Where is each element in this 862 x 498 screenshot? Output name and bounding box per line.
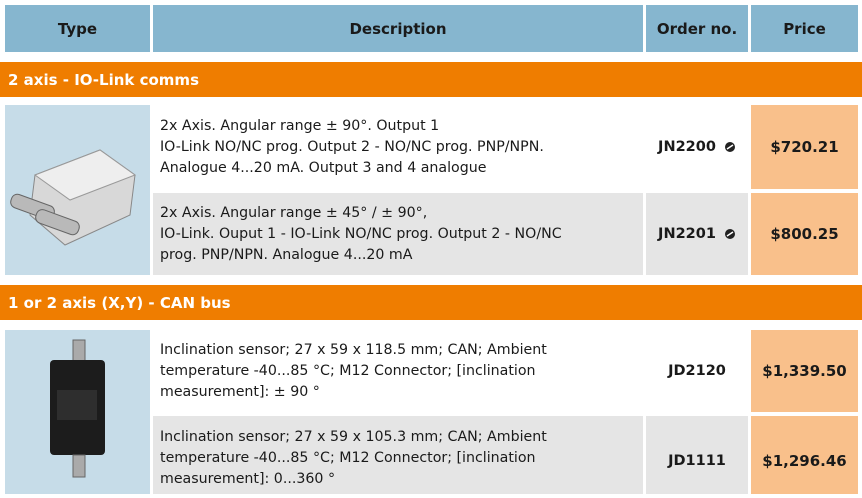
icon [724,142,735,152]
description-line: Inclination sensor; 27 x 59 x 118.5 mm; … [160,341,547,358]
description-line: measurement]: ± 90 ° [160,383,320,400]
description-line: temperature -40...85 °C; M12 Connector; … [160,362,536,379]
header-cell: Description [153,5,643,52]
description-line: Inclination sensor; 27 x 59 x 105.3 mm; … [160,428,547,445]
description-line: IO-Link NO/NC prog. Output 2 - NO/NC pro… [160,138,544,155]
order-cell: JD1111 [646,416,748,494]
description: 2x Axis. Angular range ± 90°. Output 1 I… [153,105,643,189]
price: $1,339.50 [751,330,858,412]
description-line: temperature -40...85 °C; M12 Connector; … [160,449,536,466]
description: Inclination sensor; 27 x 59 x 118.5 mm; … [153,330,643,412]
order-number: JN2200 [658,139,716,155]
header-cell: Type [5,5,150,52]
order-number: JD2120 [668,363,726,379]
price: $1,296.46 [751,416,858,494]
sensor-illustration [50,339,105,478]
section-title: 1 or 2 axis (X,Y) - CAN bus [0,285,862,320]
product-image [5,105,150,275]
order-cell: JD2120 [646,330,748,412]
description-line: prog. PNP/NPN. Analogue 4...20 mA [160,246,413,263]
icon [724,229,735,239]
order-number: JN2201 [658,226,716,242]
description-line: 2x Axis. Angular range ± 90°. Output 1 [160,117,440,134]
description-line: Analogue 4...20 mA. Output 3 and 4 analo… [160,159,487,176]
order-number: JD1111 [668,453,726,469]
header-cell: Price [751,5,858,52]
header-cell: Order no. [646,5,748,52]
sensor-illustration [10,149,137,246]
price: $800.25 [751,193,858,275]
description-line: IO-Link. Ouput 1 - IO-Link NO/NC prog. O… [160,225,562,242]
section-title: 2 axis - IO-Link comms [0,62,862,97]
description: 2x Axis. Angular range ± 45° / ± 90°, IO… [153,193,643,275]
order-cell: JN2200 [646,105,748,189]
price: $720.21 [751,105,858,189]
product-image [5,330,150,494]
description-line: measurement]: 0...360 ° [160,470,336,487]
description: Inclination sensor; 27 x 59 x 105.3 mm; … [153,416,643,494]
description-line: 2x Axis. Angular range ± 45° / ± 90°, [160,204,428,221]
order-cell: JN2201 [646,193,748,275]
